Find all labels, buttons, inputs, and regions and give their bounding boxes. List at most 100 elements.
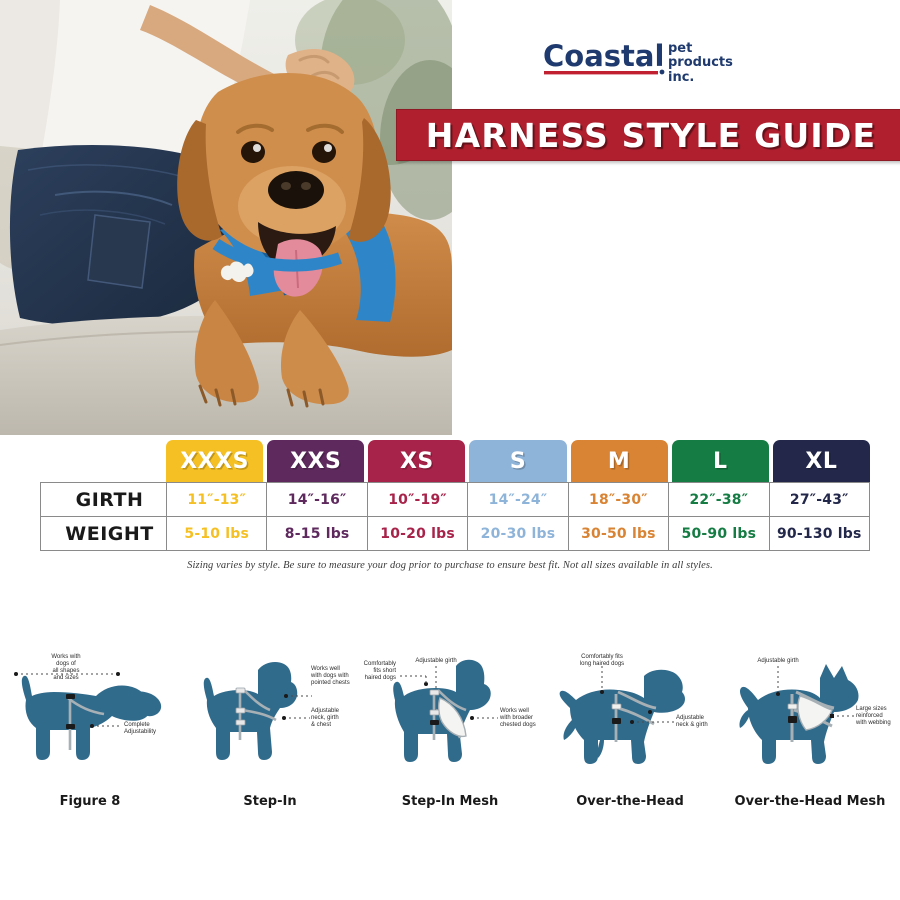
harness-style-guide-banner: HARNESS STYLE GUIDE [396, 109, 900, 161]
style-card-over-the-head-mesh[interactable]: Adjustable girth Large sizes reinforced … [720, 648, 900, 809]
callout-text-girth: Adjustable girth [757, 658, 798, 664]
logo-underline [544, 71, 658, 75]
callout-text-pointed-3: pointed chests [311, 680, 350, 686]
callout-leader-short-haired [400, 675, 428, 686]
girth-xxxs: 11″-13″ [165, 482, 268, 517]
slider-icon-2 [430, 720, 439, 725]
puppy-photo-illustration [0, 0, 452, 435]
callout-text-shapes-2: dogs of [56, 661, 76, 667]
coastal-pet-products-logo: Coastal pet products inc. [543, 36, 759, 92]
banner-title: HARNESS STYLE GUIDE [425, 115, 877, 155]
over-the-head-mesh-svg: Adjustable girth Large sizes reinforced … [739, 658, 891, 764]
callout-leader-girth [776, 666, 780, 696]
buckle-icon [612, 718, 621, 724]
slider-icon [611, 703, 622, 710]
callout-leader-right [90, 724, 122, 728]
callout-leader-adjust [282, 716, 310, 720]
callout-text-short-2: fits short [373, 668, 396, 674]
step-in-diagram: Works well with dogs with pointed chests… [180, 648, 360, 788]
over-the-head-mesh-diagram: Adjustable girth Large sizes reinforced … [720, 648, 900, 788]
girth-xxs: 14″-16″ [266, 482, 368, 517]
callout-leader-pointed [284, 694, 312, 698]
size-tab-label: XXS [290, 448, 342, 474]
harness-styles-row: Works with dogs of all shapes and sizes … [0, 648, 900, 809]
buckle-icon [429, 689, 440, 696]
size-tabs: XXXS XXS XS S M L XL [166, 440, 870, 482]
slider-icon [787, 703, 798, 710]
girth-m: 18″-30″ [567, 482, 670, 517]
logo-svg: Coastal pet products inc. [543, 39, 733, 85]
size-tab-label: S [509, 448, 527, 474]
style-label-over-the-head: Over-the-Head [576, 794, 684, 809]
callout-text-adjust-3: & chest [311, 722, 331, 728]
style-card-over-the-head[interactable]: Comfortably fits long haired dogs Adjust… [540, 648, 720, 809]
size-table: GIRTH 11″-13″ 14″-16″ 10″-19″ 14″-24″ 18… [40, 482, 871, 551]
row-header-weight: WEIGHT [40, 516, 167, 551]
callout-text-adjust-2: Adjustability [124, 729, 156, 735]
size-tab-s[interactable]: S [469, 440, 567, 482]
callout-text-webbing-2: reinforced [856, 713, 883, 719]
size-tab-label: M [607, 448, 631, 474]
callout-text-broader-2: with broader [499, 715, 533, 721]
callout-text-adjust-1: Adjustable [311, 708, 340, 714]
weight-xl: 90-130 lbs [768, 516, 871, 551]
callout-text-webbing-1: Large sizes [856, 706, 887, 712]
table-row-weight: WEIGHT 5-10 lbs 8-15 lbs 10-20 lbs 20-30… [40, 516, 871, 551]
slider-icon [66, 724, 75, 729]
size-tab-m[interactable]: M [570, 440, 668, 482]
callout-text-neck-1: Adjustable [676, 715, 705, 721]
figure-8-diagram: Works with dogs of all shapes and sizes … [0, 648, 180, 788]
style-label-figure-8: Figure 8 [59, 794, 121, 809]
callout-text-webbing-3: with webbing [855, 720, 891, 726]
style-card-step-in[interactable]: Works well with dogs with pointed chests… [180, 648, 360, 809]
buckle-icon [788, 716, 797, 723]
girth-xs: 10″-19″ [366, 482, 469, 517]
style-card-figure-8[interactable]: Works with dogs of all shapes and sizes … [0, 648, 180, 809]
callout-text-pointed-1: Works well [311, 666, 340, 672]
size-tab-label: L [713, 448, 728, 474]
buckle-icon [66, 694, 75, 699]
logo-wordmark: Coastal [543, 39, 664, 73]
over-the-head-svg: Comfortably fits long haired dogs Adjust… [559, 654, 708, 764]
size-tab-l[interactable]: L [671, 440, 769, 482]
weight-xs: 10-20 lbs [366, 516, 469, 551]
callout-leader-top [14, 672, 120, 676]
callout-text-broader-3: chested dogs [500, 722, 536, 728]
callout-text-shapes-3: all shapes [52, 668, 79, 674]
callout-leader-long-haired [600, 666, 604, 694]
callout-leader-neck-girth [630, 710, 674, 724]
size-tab-xxxs[interactable]: XXXS [166, 440, 264, 482]
mesh-panel [797, 695, 833, 731]
row-header-girth: GIRTH [40, 482, 167, 517]
size-chart-section: XXXS XXS XS S M L XL GIRTH 11″-13″ 14″-1… [0, 440, 900, 571]
callout-text-long-1: Comfortably fits [581, 654, 623, 660]
size-tab-xxs[interactable]: XXS [267, 440, 365, 482]
girth-l: 22″-38″ [668, 482, 770, 517]
slider-icon [429, 709, 440, 716]
mesh-panel [437, 697, 467, 738]
logo-tagline-pet: pet [668, 41, 692, 56]
logo-tagline-products: products [668, 55, 733, 70]
over-the-head-diagram: Comfortably fits long haired dogs Adjust… [540, 648, 720, 788]
step-in-mesh-diagram: Comfortably fits short haired dogs Adjus… [360, 648, 540, 788]
step-in-mesh-svg: Comfortably fits short haired dogs Adjus… [364, 658, 536, 762]
table-row-girth: GIRTH 11″-13″ 14″-16″ 10″-19″ 14″-24″ 18… [40, 482, 871, 517]
weight-s: 20-30 lbs [467, 516, 569, 551]
step-in-svg: Works well with dogs with pointed chests… [203, 662, 350, 760]
callout-text-long-2: long haired dogs [580, 661, 624, 667]
callout-text-shapes-4: and sizes [53, 675, 78, 681]
weight-xxxs: 5-10 lbs [165, 516, 268, 551]
callout-text-adjust-1: Complete [124, 722, 150, 728]
weight-l: 50-90 lbs [668, 516, 770, 551]
hero-section: Coastal pet products inc. HARNESS STYLE … [0, 0, 900, 435]
callout-text-broader-1: Works well [500, 708, 529, 714]
buckle-icon [235, 687, 246, 694]
callout-leader-broader [470, 716, 498, 720]
logo-dot [659, 69, 665, 75]
size-tab-xl[interactable]: XL [772, 440, 870, 482]
size-tab-xs[interactable]: XS [368, 440, 466, 482]
girth-xl: 27″-43″ [768, 482, 871, 517]
style-card-step-in-mesh[interactable]: Comfortably fits short haired dogs Adjus… [360, 648, 540, 809]
sizing-disclaimer: Sizing varies by style. Be sure to measu… [187, 560, 713, 571]
figure-8-svg: Works with dogs of all shapes and sizes … [14, 654, 162, 760]
